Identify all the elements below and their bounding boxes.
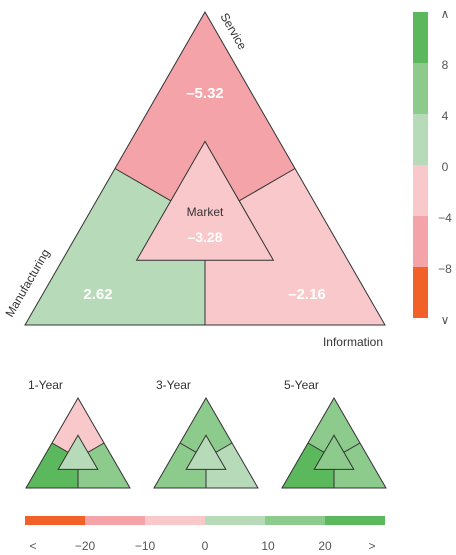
main-color-legend: ∧ 8 4 0 −4 −8 ∨ — [413, 7, 452, 327]
small-outline — [153, 397, 259, 489]
service-value: –5.32 — [186, 85, 224, 102]
legend-swatch — [413, 114, 428, 165]
bottom-color-legend: < −20 −10 0 10 20 > — [25, 516, 385, 553]
legend-swatch — [85, 516, 145, 525]
small-center-region — [58, 435, 98, 470]
three-year-label: 3-Year — [156, 378, 191, 392]
small-dividers — [153, 397, 259, 489]
manufacturing-region — [25, 168, 205, 325]
legend-tick: ∧ — [441, 7, 450, 21]
small-barometer — [25, 397, 131, 489]
five-year-label: 5-Year — [284, 378, 319, 392]
legend-tick: 20 — [318, 539, 332, 553]
legend-swatch — [413, 165, 428, 216]
legend-tick: 0 — [442, 160, 449, 174]
legend-tick: −20 — [75, 539, 96, 553]
legend-swatch — [25, 516, 85, 525]
small-left-region — [282, 443, 334, 488]
legend-tick: −8 — [438, 262, 452, 276]
main-outline — [24, 10, 386, 326]
small-divider — [307, 442, 325, 453]
information-value: –2.16 — [288, 286, 326, 303]
region-dividers — [24, 10, 386, 326]
legend-swatch — [413, 267, 428, 318]
small-inner-outline — [57, 434, 99, 470]
one-year-label: 1-Year — [28, 378, 63, 392]
small-center-region — [314, 435, 354, 470]
legend-tick: 8 — [442, 58, 449, 72]
legend-tick: 0 — [202, 539, 209, 553]
legend-tick: ∨ — [441, 313, 450, 327]
manufacturing-value: 2.62 — [83, 286, 112, 303]
legend-swatch — [265, 516, 325, 525]
service-region — [115, 12, 295, 201]
legend-tick: 4 — [442, 109, 449, 123]
legend-swatch — [145, 516, 205, 525]
small-inner-outline — [185, 434, 227, 470]
legend-tick: > — [368, 539, 375, 553]
small-inner-outline — [313, 434, 355, 470]
legend-swatch — [413, 216, 428, 267]
legend-tick: −10 — [135, 539, 156, 553]
small-right-region — [206, 443, 258, 488]
small-outline — [25, 397, 131, 489]
main-divider — [114, 168, 172, 202]
small-left-region — [154, 443, 206, 488]
small-barometer — [153, 397, 259, 489]
market-region — [136, 141, 274, 261]
small-barometer — [281, 397, 387, 489]
small-top-region — [52, 398, 104, 453]
small-divider — [215, 442, 233, 453]
market-label: Market — [187, 205, 224, 219]
small-right-region — [78, 443, 130, 488]
main-barometer: Service Manufacturing Information –5.32 … — [2, 10, 386, 349]
small-dividers — [25, 397, 131, 489]
small-multiples: 1-Year 3-Year 5-Year — [25, 378, 387, 489]
legend-swatch — [413, 63, 428, 114]
small-center-region — [186, 435, 226, 470]
market-value: –3.28 — [187, 229, 222, 245]
small-top-region — [180, 398, 232, 453]
small-divider — [87, 442, 105, 453]
main-divider — [238, 168, 296, 202]
information-region — [205, 168, 385, 325]
legend-tick: < — [29, 539, 36, 553]
legend-swatch — [413, 12, 428, 63]
small-divider — [343, 442, 361, 453]
information-label: Information — [323, 335, 383, 349]
small-divider — [51, 442, 69, 453]
small-left-region — [26, 443, 78, 488]
main-dividers — [24, 10, 386, 326]
small-divider — [179, 442, 197, 453]
small-right-region — [334, 443, 386, 488]
legend-swatch — [325, 516, 385, 525]
main-inner-outline — [135, 140, 275, 261]
legend-swatch — [205, 516, 265, 525]
legend-tick: −4 — [438, 211, 452, 225]
small-outline — [281, 397, 387, 489]
small-top-region — [308, 398, 360, 453]
small-dividers — [281, 397, 387, 489]
legend-tick: 10 — [261, 539, 275, 553]
